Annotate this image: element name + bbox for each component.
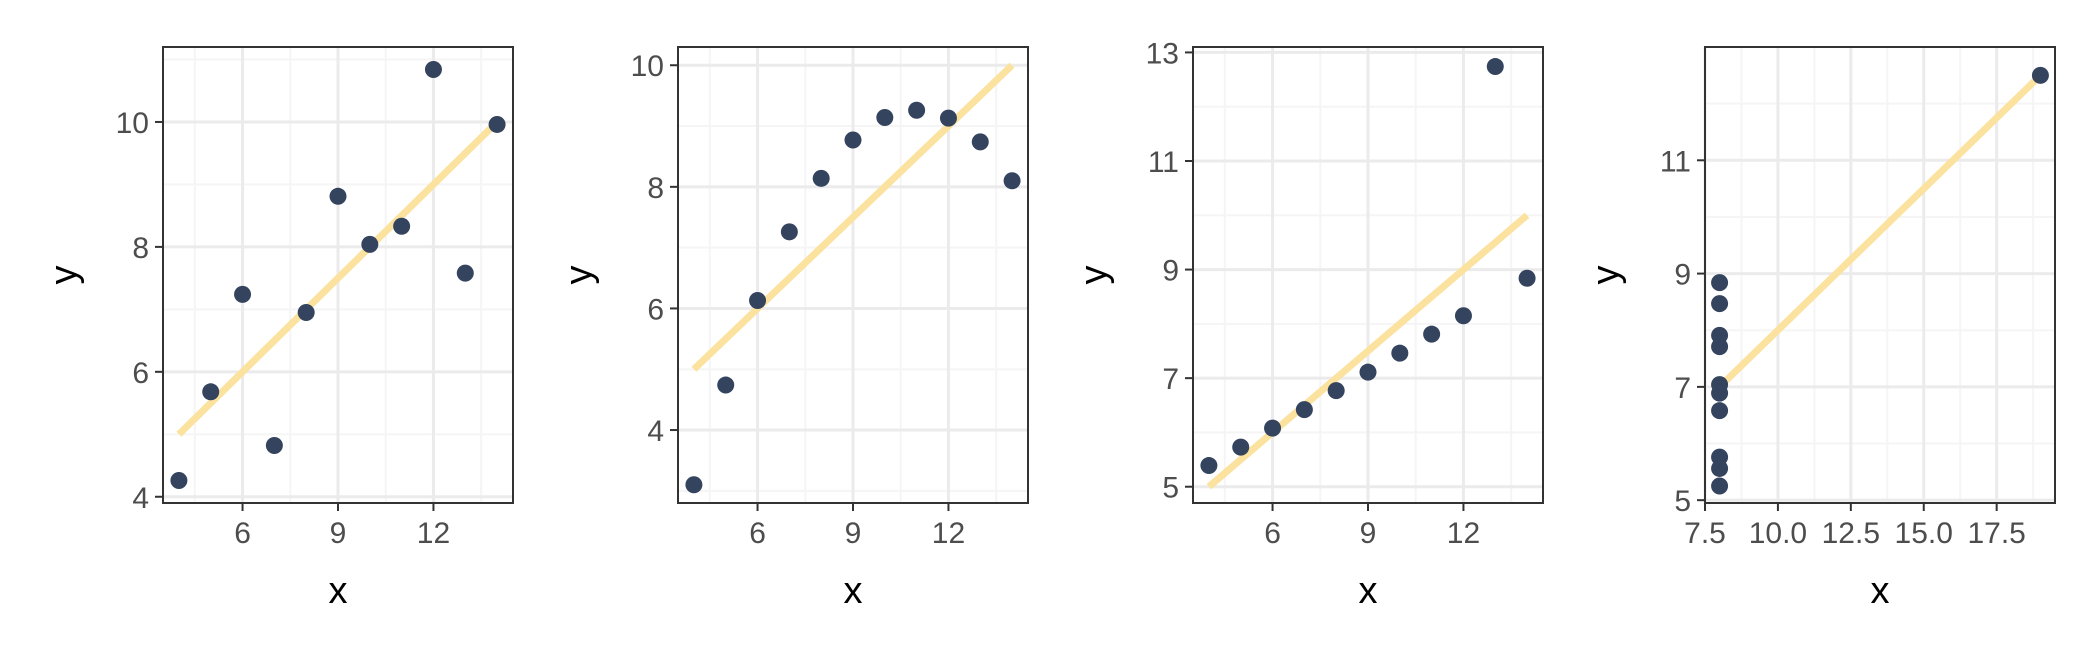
panel-4: 7.5 10.0 12.5 15.0 17.5 5 7 9 11 x y: [1585, 46, 2056, 612]
data-point: [234, 285, 252, 303]
data-point: [1711, 295, 1729, 313]
data-point: [844, 131, 862, 149]
y-tick-label: 10: [116, 107, 149, 140]
y-tick-label: 10: [631, 50, 664, 83]
data-point: [812, 169, 830, 187]
y-axis-title: y: [43, 266, 85, 285]
x-tick-label: 9: [330, 517, 347, 550]
y-tick-label: 13: [1146, 37, 1179, 70]
y-tick-label: 5: [1674, 485, 1691, 518]
data-point: [1711, 459, 1729, 477]
data-point: [488, 115, 506, 133]
data-point: [1391, 344, 1409, 362]
x-tick-label: 6: [234, 517, 251, 550]
data-point: [1359, 363, 1377, 381]
data-point: [749, 292, 767, 310]
data-point: [456, 264, 474, 282]
data-point: [1711, 326, 1729, 344]
data-point: [939, 109, 957, 127]
panel-3: 6 9 12 5 7 9 11 13 x y: [1073, 37, 1544, 612]
data-point: [1518, 269, 1536, 287]
data-point: [1295, 401, 1313, 419]
data-point: [1486, 58, 1504, 76]
x-tick-label: 12: [417, 517, 450, 550]
data-point: [1711, 402, 1729, 420]
data-point: [297, 303, 315, 321]
y-axis-title: y: [1073, 266, 1115, 285]
fit-line: [1206, 212, 1530, 490]
y-axis-title: y: [558, 266, 600, 285]
x-tick-label: 9: [1360, 517, 1377, 550]
data-point: [170, 472, 188, 490]
data-point: [1264, 419, 1282, 437]
data-point: [1711, 384, 1729, 402]
y-tick-label: 7: [1674, 372, 1691, 405]
x-tick-label: 12: [932, 517, 965, 550]
y-tick-label: 11: [1148, 146, 1179, 179]
x-tick-label: 12.5: [1822, 517, 1880, 550]
y-axis-title: y: [1585, 266, 1627, 285]
y-tick-label: 8: [647, 172, 664, 205]
data-point: [1711, 274, 1729, 292]
y-tick-label: 7: [1162, 363, 1179, 396]
fit-line: [691, 62, 1015, 372]
y-tick-label: 6: [647, 293, 664, 326]
data-point: [1232, 438, 1250, 456]
y-tick-label: 8: [132, 232, 149, 265]
data-point: [908, 101, 926, 119]
x-tick-label: 9: [845, 517, 862, 550]
y-tick-label: 4: [132, 482, 149, 515]
y-tick-label: 6: [132, 357, 149, 390]
data-point: [1003, 172, 1021, 190]
x-tick-label: 12: [1447, 517, 1480, 550]
x-axis-title: x: [329, 570, 348, 612]
data-point: [717, 376, 735, 394]
x-axis-title: x: [1359, 570, 1378, 612]
data-point: [876, 109, 894, 127]
x-tick-label: 6: [749, 517, 766, 550]
fit-line: [1717, 72, 2043, 390]
y-tick-label: 9: [1674, 259, 1691, 292]
x-tick-label: 6: [1264, 517, 1281, 550]
data-point: [1454, 307, 1472, 325]
data-point: [1711, 477, 1729, 495]
y-tick-label: 11: [1660, 145, 1691, 178]
x-axis-title: x: [1871, 570, 1890, 612]
data-point: [202, 383, 220, 401]
data-point: [971, 133, 989, 151]
data-point: [361, 235, 379, 253]
panel-1: 6 9 12 4 6 8 10 x y: [43, 46, 514, 612]
data-point: [1200, 457, 1218, 475]
y-tick-label: 5: [1162, 472, 1179, 505]
y-tick-label: 9: [1162, 255, 1179, 288]
x-tick-label: 10.0: [1749, 517, 1807, 550]
x-axis-title: x: [844, 570, 863, 612]
y-tick-label: 4: [647, 415, 664, 448]
x-tick-label: 15.0: [1895, 517, 1953, 550]
data-point: [265, 437, 283, 455]
data-point: [1327, 382, 1345, 400]
data-point: [2031, 66, 2049, 84]
data-point: [424, 60, 442, 78]
x-tick-label: 7.5: [1684, 517, 1726, 550]
x-tick-label: 17.5: [1967, 517, 2025, 550]
panel-border: [1704, 46, 2056, 504]
data-point: [685, 476, 703, 494]
fit-line: [176, 119, 500, 437]
panel-2: 6 9 12 4 6 8 10 x y: [558, 46, 1029, 612]
data-point: [329, 187, 347, 205]
data-point: [393, 217, 411, 235]
data-point: [1423, 325, 1441, 343]
data-point: [780, 223, 798, 241]
